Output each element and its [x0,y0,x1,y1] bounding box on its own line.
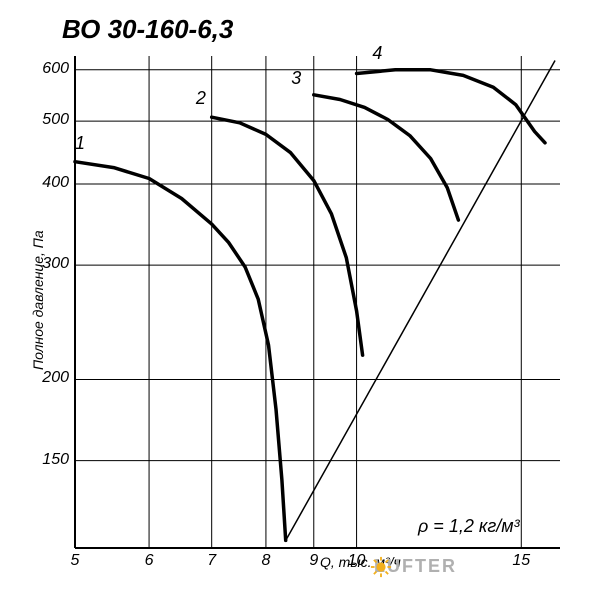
fan-curve-chart [0,0,600,600]
curve-label: 3 [291,68,301,89]
curve-label: 1 [75,133,85,154]
y-tick: 150 [27,451,69,469]
y-tick: 300 [27,255,69,273]
x-tick: 15 [506,552,536,570]
y-tick: 600 [27,60,69,78]
x-tick: 9 [299,552,329,570]
curve-label: 4 [372,43,382,64]
y-tick: 200 [27,369,69,387]
x-tick: 10 [342,552,372,570]
watermark-logo: LUFTER [370,556,457,577]
x-tick: 6 [134,552,164,570]
curve-label: 2 [196,88,206,109]
x-tick: 8 [251,552,281,570]
x-tick: 5 [60,552,90,570]
y-tick: 400 [27,174,69,192]
x-tick: 7 [197,552,227,570]
y-tick: 500 [27,111,69,129]
